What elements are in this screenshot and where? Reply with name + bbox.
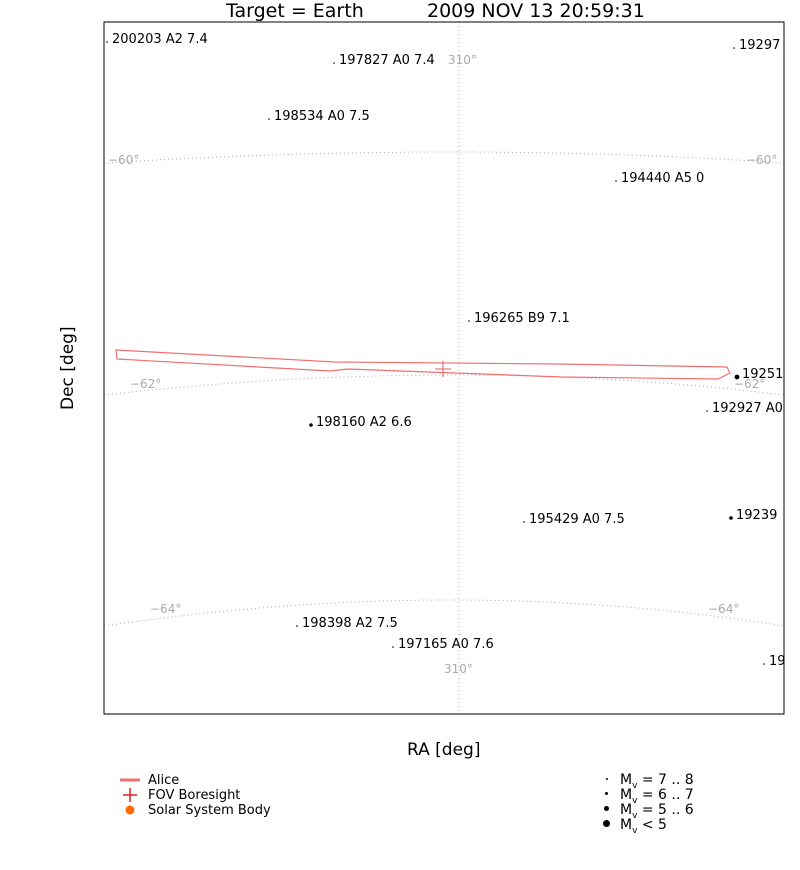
mag-dot-medium-icon bbox=[600, 802, 614, 816]
star-marker: 198534 A0 7.5 bbox=[268, 109, 370, 124]
star-dot bbox=[106, 41, 108, 43]
star-label: 195429 A0 7.5 bbox=[529, 512, 625, 527]
star-dot bbox=[615, 180, 617, 182]
star-label: 200203 A2 7.4 bbox=[112, 32, 208, 47]
grid-label: −62° bbox=[130, 377, 161, 391]
star-marker: 194440 A5 0 bbox=[615, 171, 704, 186]
star-dot bbox=[734, 374, 740, 380]
star-label: 197827 A0 7.4 bbox=[339, 53, 435, 68]
star-dot bbox=[392, 646, 394, 648]
star-marker: 19297 bbox=[733, 38, 780, 53]
solar-body-dot-icon bbox=[125, 805, 135, 815]
mag-dot-tiny-icon bbox=[600, 772, 614, 786]
grid-label: −62° bbox=[734, 377, 765, 391]
x-axis-label: RA [deg] bbox=[407, 740, 481, 760]
title-datetime: 2009 NOV 13 20:59:31 bbox=[427, 0, 645, 22]
grid-label: −64° bbox=[150, 602, 181, 616]
star-marker: 198160 A2 6.6 bbox=[309, 415, 412, 430]
star-label: 196265 B9 7.1 bbox=[474, 311, 570, 326]
star-label: 198160 A2 6.6 bbox=[316, 415, 412, 430]
fov-boresight-marker bbox=[435, 361, 451, 377]
star-label: 19239 bbox=[736, 508, 777, 523]
star-marker: 198398 A2 7.5 bbox=[296, 616, 398, 631]
star-marker: 192927 A0 bbox=[706, 401, 783, 416]
star-dot bbox=[763, 663, 765, 665]
star-dot bbox=[296, 625, 298, 627]
star-label: 198398 A2 7.5 bbox=[302, 616, 398, 631]
grid-label: −64° bbox=[708, 602, 739, 616]
boresight-cross-icon bbox=[123, 788, 137, 802]
star-marker: 19239 bbox=[729, 508, 777, 523]
mag-dot-large-icon bbox=[600, 817, 614, 831]
star-label: 19297 bbox=[739, 38, 780, 53]
star-label: 197165 A0 7.6 bbox=[398, 637, 494, 652]
star-dot bbox=[309, 423, 313, 427]
star-dot bbox=[706, 410, 708, 412]
alice-fov-outline bbox=[115, 349, 731, 380]
star-dot bbox=[523, 521, 525, 523]
star-label: 194440 A5 0 bbox=[621, 171, 704, 186]
dec-gridline bbox=[104, 374, 784, 396]
alice-line-icon bbox=[120, 778, 140, 782]
plot-frame bbox=[103, 21, 785, 715]
star-label: 198534 A0 7.5 bbox=[274, 109, 370, 124]
title-target: Target = Earth bbox=[226, 0, 364, 22]
star-marker: 200203 A2 7.4 bbox=[106, 32, 208, 47]
dec-gridline bbox=[104, 599, 784, 627]
grid-label: 310° bbox=[448, 53, 477, 67]
star-marker: 195429 A0 7.5 bbox=[523, 512, 625, 527]
star-marker: 197827 A0 7.4 bbox=[333, 53, 435, 68]
star-label: 19 bbox=[769, 654, 786, 669]
star-marker: 197165 A0 7.6 bbox=[392, 637, 494, 652]
grid-label: −60° bbox=[746, 153, 777, 167]
grid-label: −60° bbox=[108, 153, 139, 167]
star-dot bbox=[268, 118, 270, 120]
star-marker: 196265 B9 7.1 bbox=[468, 311, 570, 326]
star-dot bbox=[733, 47, 735, 49]
mag-dot-small-icon bbox=[600, 787, 614, 801]
star-dot bbox=[468, 320, 470, 322]
star-marker: 19251 bbox=[734, 367, 783, 382]
star-label: 19251 bbox=[742, 367, 783, 382]
star-marker: 19 bbox=[763, 654, 786, 669]
star-dot bbox=[729, 516, 733, 520]
grid-label: 310° bbox=[444, 662, 473, 676]
chart-title: Target = Earth 2009 NOV 13 20:59:31 bbox=[0, 0, 800, 22]
star-dot bbox=[333, 62, 335, 64]
y-axis-label: Dec [deg] bbox=[58, 326, 78, 410]
star-label: 192927 A0 bbox=[712, 401, 783, 416]
dec-gridline bbox=[104, 151, 784, 164]
